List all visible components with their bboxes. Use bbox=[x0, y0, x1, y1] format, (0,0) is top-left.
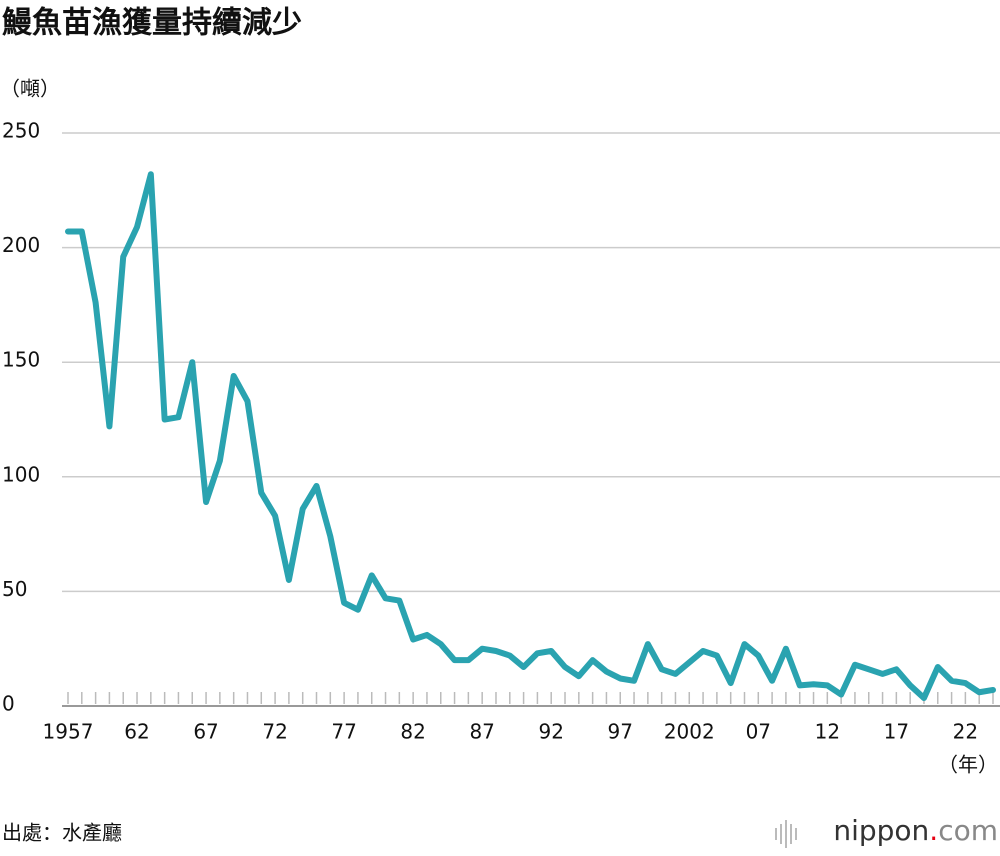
y-tick-label: 0 bbox=[2, 692, 15, 716]
source: 出處：水產廳 bbox=[2, 821, 122, 845]
x-tick-label: 62 bbox=[124, 720, 149, 744]
x-tick-label: 87 bbox=[469, 720, 494, 744]
y-tick-label: 150 bbox=[2, 348, 40, 372]
x-tick-label: 67 bbox=[193, 720, 218, 744]
x-tick-label: 92 bbox=[538, 720, 563, 744]
x-axis-label: （年） bbox=[938, 753, 998, 777]
data-line bbox=[65, 171, 996, 701]
y-tick-label: 100 bbox=[2, 462, 40, 486]
logo: nippon.com bbox=[833, 814, 998, 847]
x-tick-label: 72 bbox=[262, 720, 287, 744]
y-tick-label: 200 bbox=[2, 233, 40, 257]
logo-icon bbox=[775, 820, 797, 848]
y-axis-label: （噸） bbox=[0, 77, 60, 101]
chart-title: 鰻魚苗漁獲量持續減少 bbox=[2, 6, 302, 41]
logo-name: nippon bbox=[833, 814, 929, 847]
y-tick-label: 50 bbox=[2, 577, 27, 601]
x-tick-label: 97 bbox=[608, 720, 633, 744]
x-tick-label: 2002 bbox=[664, 720, 715, 744]
logo-domain: com bbox=[938, 814, 998, 847]
x-tick-label: 22 bbox=[953, 720, 978, 744]
x-tick-label: 82 bbox=[400, 720, 425, 744]
x-tick-label: 1957 bbox=[43, 720, 94, 744]
y-tick-label: 250 bbox=[2, 119, 40, 143]
x-tick-label: 17 bbox=[884, 720, 909, 744]
x-tick-label: 77 bbox=[331, 720, 356, 744]
logo-dot: . bbox=[929, 814, 938, 847]
x-tick-label: 12 bbox=[815, 720, 840, 744]
x-tick-label: 07 bbox=[746, 720, 771, 744]
